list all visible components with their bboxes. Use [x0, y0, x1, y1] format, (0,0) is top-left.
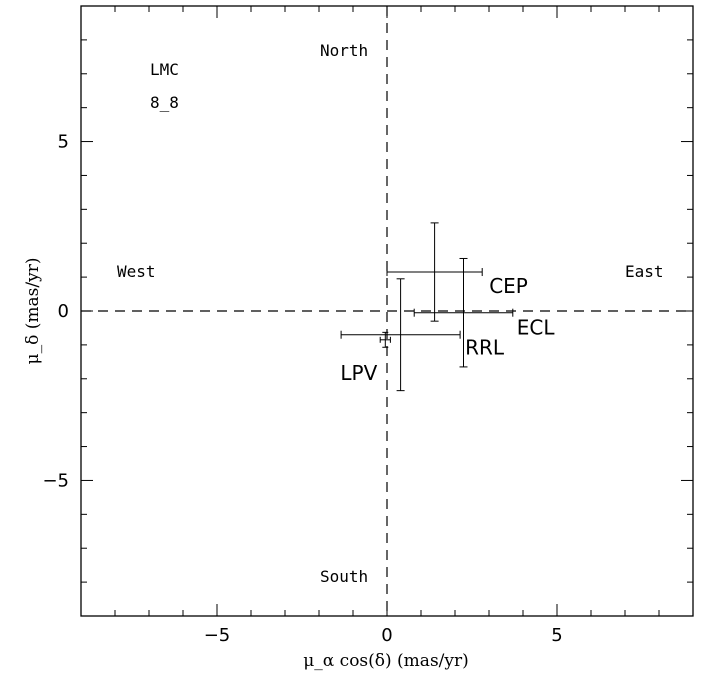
y-tick-label: −5: [42, 470, 69, 491]
error-bar-ecl: [413, 257, 514, 368]
series-labels: CEP ECL RRL LPV: [340, 274, 555, 385]
series-label-cep: CEP: [489, 274, 528, 298]
error-bar-lpv: [379, 331, 391, 348]
error-bar-rrl: [340, 278, 461, 392]
axis-ticks: [81, 6, 693, 616]
error-bars: [340, 222, 514, 392]
series-label-ecl: ECL: [517, 316, 556, 340]
y-tick-label: 0: [58, 301, 69, 322]
error-bar-cep: [386, 222, 483, 322]
x-tick-label: 0: [381, 625, 392, 646]
x-tick-label: 5: [551, 625, 562, 646]
annotation-field-name: LMC: [150, 60, 179, 79]
y-tick-label: 5: [58, 132, 69, 153]
annotation-east: East: [625, 262, 664, 281]
tick-labels: −5 0 5 −5 0 5: [42, 132, 562, 646]
annotation-field-id: 8_8: [150, 93, 179, 112]
series-label-lpv: LPV: [340, 361, 377, 385]
x-axis-label: μ_α cos(δ) (mas/yr): [303, 651, 469, 671]
series-label-rrl: RRL: [465, 336, 505, 360]
x-tick-label: −5: [204, 625, 231, 646]
annotation-north: North: [320, 41, 368, 60]
y-axis-label: μ_δ (mas/yr): [23, 258, 43, 365]
annotation-west: West: [117, 262, 156, 281]
annotation-south: South: [320, 567, 368, 586]
